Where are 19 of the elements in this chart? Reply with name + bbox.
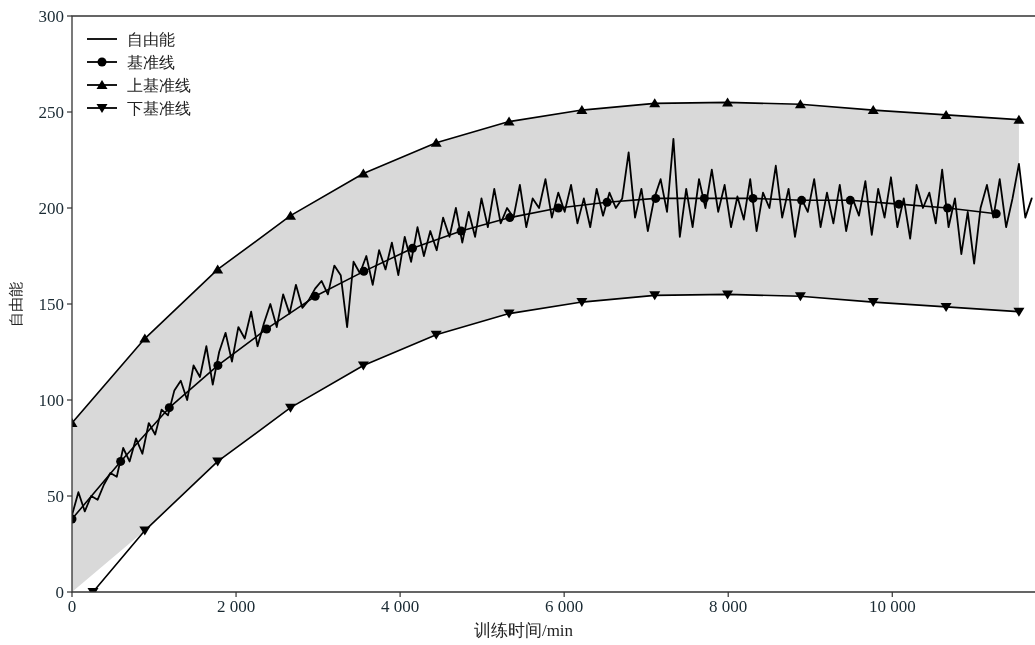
legend-label: 下基准线 bbox=[127, 100, 191, 117]
legend-label: 上基准线 bbox=[127, 77, 191, 94]
y-axis-title: 自由能 bbox=[8, 281, 24, 327]
legend-label: 基准线 bbox=[127, 54, 175, 71]
x-tick-label: 6 000 bbox=[545, 597, 584, 616]
y-tick-label: 150 bbox=[38, 295, 64, 314]
y-tick-label: 100 bbox=[38, 391, 64, 410]
y-tick-label: 200 bbox=[38, 199, 64, 218]
x-tick-label: 10 000 bbox=[868, 597, 916, 616]
y-tick-label: 250 bbox=[38, 103, 64, 122]
x-tick-label: 2 000 bbox=[216, 597, 256, 616]
legend-label: 自由能 bbox=[127, 31, 175, 48]
y-tick-label: 50 bbox=[47, 487, 64, 506]
x-axis-title: 训练时间/min bbox=[473, 621, 574, 640]
x-tick-label: 8 000 bbox=[709, 597, 748, 616]
x-tick-label: 0 bbox=[67, 597, 77, 616]
x-tick-label: 4 000 bbox=[380, 597, 420, 616]
y-tick-label: 0 bbox=[55, 583, 64, 602]
y-tick-label: 300 bbox=[38, 7, 64, 26]
